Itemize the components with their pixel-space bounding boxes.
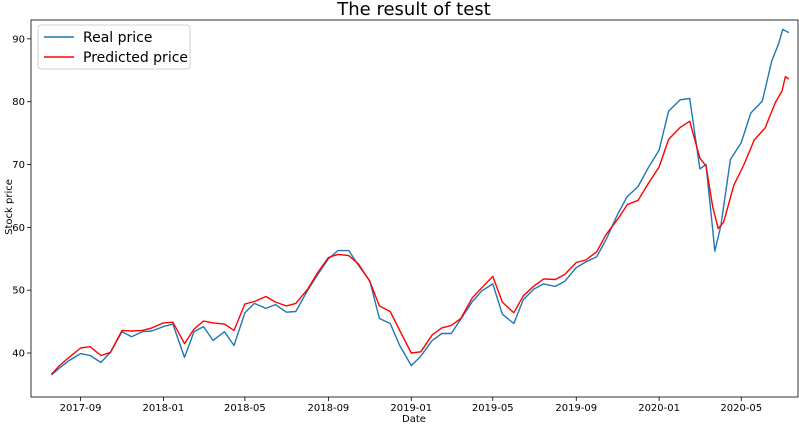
x-tick-label: 2020-01 bbox=[638, 403, 680, 414]
legend-label-1: Real price bbox=[83, 30, 152, 46]
legend-label-2: Predicted price bbox=[83, 50, 188, 66]
plot-area bbox=[50, 28, 790, 376]
series-line-2 bbox=[50, 75, 790, 375]
y-tick-label: 80 bbox=[12, 97, 25, 108]
x-tick-label: 2018-09 bbox=[308, 403, 350, 414]
y-axis-label: Stock price bbox=[4, 179, 15, 235]
legend-box bbox=[37, 24, 191, 70]
x-tick-label: 2017-09 bbox=[60, 403, 102, 414]
x-axis-label: Date bbox=[402, 414, 426, 425]
x-tick-label: 2020-05 bbox=[720, 403, 762, 414]
legend: Real price Predicted price bbox=[37, 24, 191, 70]
axes: 40 50 60 70 80 90 2017-09 2018-01 2018-05 2018-09… bbox=[12, 19, 799, 414]
chart-title: The result of test bbox=[336, 0, 490, 20]
y-tick-label: 60 bbox=[12, 223, 25, 234]
plot-frame bbox=[30, 19, 799, 398]
y-tick-label: 90 bbox=[12, 34, 25, 45]
y-tick-label: 40 bbox=[12, 349, 25, 360]
x-tick-label: 2019-09 bbox=[555, 403, 597, 414]
x-tick-label: 2018-05 bbox=[224, 403, 266, 414]
x-tick-label: 2019-01 bbox=[390, 403, 432, 414]
series-line-1 bbox=[50, 28, 790, 376]
x-tick-label: 2019-05 bbox=[472, 403, 514, 414]
x-tick-label: 2018-01 bbox=[143, 403, 185, 414]
y-tick-label: 70 bbox=[12, 160, 25, 171]
y-tick-label: 50 bbox=[12, 286, 25, 297]
